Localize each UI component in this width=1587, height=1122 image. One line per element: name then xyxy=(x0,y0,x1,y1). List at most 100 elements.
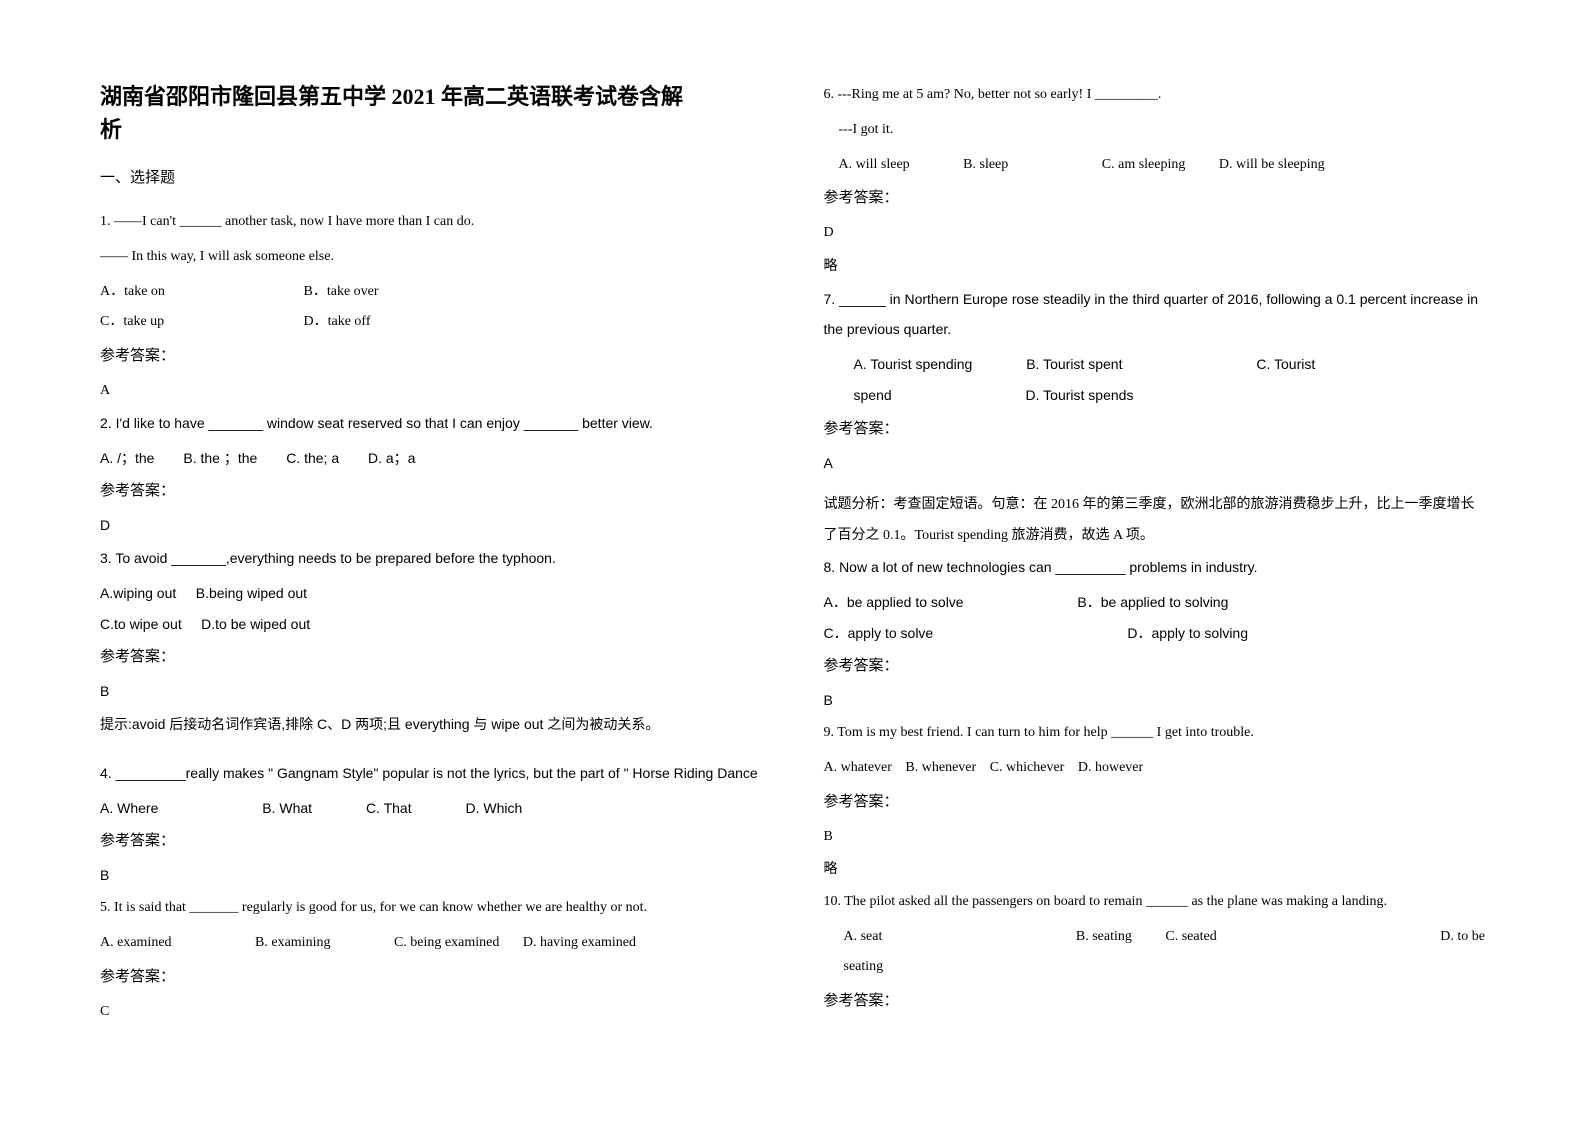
q8-options-row1: A．be applied to solve B．be applied to so… xyxy=(824,587,1488,618)
q10-answer-label: 参考答案： xyxy=(824,983,1488,1019)
q7-answer-label: 参考答案： xyxy=(824,411,1488,447)
q5-options: A. examined B. examining C. being examin… xyxy=(100,928,764,959)
question-1: 1. ——I can't ______ another task, now I … xyxy=(100,207,764,408)
q4-optA: A. Where xyxy=(100,800,158,816)
q1-optD: D．take off xyxy=(304,314,371,329)
q3-options-row2: C.to wipe out D.to be wiped out xyxy=(100,609,764,640)
q8-optC: C．apply to solve xyxy=(824,618,1124,649)
q8-answer-label: 参考答案： xyxy=(824,648,1488,684)
q9-optB: B. whenever xyxy=(905,760,976,775)
q9-text1: 9. Tom is my best friend. I can turn to … xyxy=(824,718,1488,749)
question-8: 8. Now a lot of new technologies can ___… xyxy=(824,552,1488,718)
q2-optA: A. /；the xyxy=(100,450,154,466)
q4-optD: D. Which xyxy=(465,800,522,816)
left-column: 湖南省邵阳市隆回县第五中学 2021 年高二英语联考试卷含解 析 一、选择题 1… xyxy=(100,80,764,1028)
q8-optD: D．apply to solving xyxy=(1127,625,1248,641)
q10-optA: A. seat xyxy=(844,929,883,944)
q6-optD: D. will be sleeping xyxy=(1219,157,1325,172)
q10-optB: B. seating xyxy=(1076,929,1132,944)
question-10: 10. The pilot asked all the passengers o… xyxy=(824,887,1488,1019)
q5-answer-label: 参考答案： xyxy=(100,959,764,995)
q10-options: A. seat B. seating C. seated D. to be se… xyxy=(824,922,1488,984)
q3-optA: A.wiping out xyxy=(100,585,176,601)
q5-optC: C. being examined xyxy=(394,935,499,950)
q7-optD: D. Tourist spends xyxy=(1026,387,1134,403)
q8-text1: 8. Now a lot of new technologies can ___… xyxy=(824,552,1488,583)
question-4: 4. _________really makes " Gangnam Style… xyxy=(100,758,764,893)
q3-optB: B.being wiped out xyxy=(196,585,307,601)
q1-text2: —— In this way, I will ask someone else. xyxy=(100,242,764,273)
q2-text1: 2. I'd like to have _______ window seat … xyxy=(100,408,764,439)
question-2: 2. I'd like to have _______ window seat … xyxy=(100,408,764,543)
q9-answer: B xyxy=(824,820,1488,854)
q7-optB: B. Tourist spent xyxy=(1026,356,1122,372)
q3-optC: C.to wipe out xyxy=(100,616,182,632)
q2-optC: C. the; a xyxy=(286,450,339,466)
q9-options: A. whatever B. whenever C. whichever D. … xyxy=(824,753,1488,784)
q3-explanation: 提示:avoid 后接动名词作宾语,排除 C、D 两项;且 everything… xyxy=(100,709,764,740)
q7-explanation: 试题分析：考查固定短语。句意：在 2016 年的第三季度，欧洲北部的旅游消费稳步… xyxy=(824,490,1488,552)
q6-answer-label: 参考答案： xyxy=(824,180,1488,216)
q2-options: A. /；the B. the ；the C. the; a D. a；a xyxy=(100,443,764,474)
q1-answer-label: 参考答案： xyxy=(100,338,764,374)
q4-optC: C. That xyxy=(366,800,412,816)
q2-optB: B. the ；the xyxy=(183,450,257,466)
q6-options: A. will sleep B. sleep C. am sleeping D.… xyxy=(824,150,1488,181)
q7-text1: 7. ______ in Northern Europe rose steadi… xyxy=(824,284,1488,346)
q8-optA: A．be applied to solve xyxy=(824,587,1074,618)
q6-text2: ---I got it. xyxy=(824,115,1488,146)
q6-optC: C. am sleeping xyxy=(1102,157,1186,172)
q6-optA: A. will sleep xyxy=(839,157,910,172)
q5-optB: B. examining xyxy=(255,935,330,950)
q6-text1: 6. ---Ring me at 5 am? No, better not so… xyxy=(824,80,1488,111)
right-column: 6. ---Ring me at 5 am? No, better not so… xyxy=(824,80,1488,1028)
q9-optD: D. however xyxy=(1078,760,1143,775)
q4-text1: 4. _________really makes " Gangnam Style… xyxy=(100,758,764,789)
q2-optD: D. a；a xyxy=(368,450,415,466)
q1-optA: A．take on xyxy=(100,277,300,308)
page-container: 湖南省邵阳市隆回县第五中学 2021 年高二英语联考试卷含解 析 一、选择题 1… xyxy=(100,80,1487,1028)
q9-answer-label: 参考答案： xyxy=(824,784,1488,820)
q10-text1: 10. The pilot asked all the passengers o… xyxy=(824,887,1488,918)
q1-optB: B．take over xyxy=(304,284,379,299)
q5-text1: 5. It is said that _______ regularly is … xyxy=(100,893,764,924)
q5-optD: D. having examined xyxy=(523,935,636,950)
title-line1: 湖南省邵阳市隆回县第五中学 2021 年高二英语联考试卷含解 xyxy=(100,84,683,109)
q9-note: 略 xyxy=(824,853,1488,887)
q4-answer-label: 参考答案： xyxy=(100,823,764,859)
question-9: 9. Tom is my best friend. I can turn to … xyxy=(824,718,1488,887)
q7-options: A. Tourist spending B. Tourist spent C. … xyxy=(824,349,1488,411)
q7-answer: A xyxy=(824,447,1488,481)
document-title: 湖南省邵阳市隆回县第五中学 2021 年高二英语联考试卷含解 析 xyxy=(100,80,764,146)
q9-optA: A. whatever xyxy=(824,760,892,775)
q4-options: A. Where B. What C. That D. Which xyxy=(100,793,764,824)
q2-answer-label: 参考答案： xyxy=(100,473,764,509)
q9-optC: C. whichever xyxy=(990,760,1065,775)
q7-optA: A. Tourist spending xyxy=(854,356,973,372)
q1-text1: 1. ——I can't ______ another task, now I … xyxy=(100,207,764,238)
q8-options-row2: C．apply to solve D．apply to solving xyxy=(824,618,1488,649)
q1-optC: C．take up xyxy=(100,307,300,338)
q8-answer: B xyxy=(824,684,1488,718)
q3-options-row1: A.wiping out B.being wiped out xyxy=(100,578,764,609)
q3-answer-label: 参考答案： xyxy=(100,639,764,675)
q3-optD: D.to be wiped out xyxy=(201,616,310,632)
q1-options-row2: C．take up D．take off xyxy=(100,307,764,338)
question-6: 6. ---Ring me at 5 am? No, better not so… xyxy=(824,80,1488,284)
q8-optB: B．be applied to solving xyxy=(1077,594,1228,610)
section-header: 一、选择题 xyxy=(100,166,764,187)
q6-note: 略 xyxy=(824,250,1488,284)
q1-answer: A xyxy=(100,374,764,408)
q3-text1: 3. To avoid _______,everything needs to … xyxy=(100,543,764,574)
q1-options-row1: A．take on B．take over xyxy=(100,277,764,308)
q5-optA: A. examined xyxy=(100,935,172,950)
q6-answer: D xyxy=(824,216,1488,250)
q2-answer: D xyxy=(100,509,764,543)
title-line2: 析 xyxy=(100,117,122,142)
q10-optC: C. seated xyxy=(1165,929,1216,944)
q3-answer: B xyxy=(100,675,764,709)
q6-optB: B. sleep xyxy=(963,157,1008,172)
question-3: 3. To avoid _______,everything needs to … xyxy=(100,543,764,740)
q4-answer: B xyxy=(100,859,764,893)
question-7: 7. ______ in Northern Europe rose steadi… xyxy=(824,284,1488,552)
